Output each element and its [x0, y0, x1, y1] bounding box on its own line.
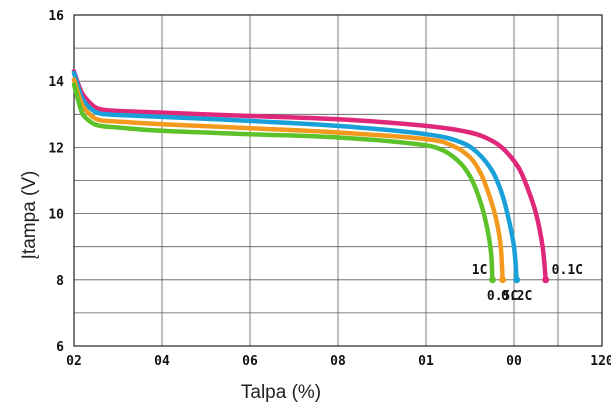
x-tick-label: 01: [418, 354, 434, 369]
x-tick-label: 08: [330, 354, 346, 369]
y-tick-label: 6: [56, 340, 64, 355]
x-tick-label: 02: [66, 354, 82, 369]
series-line-1C: [71, 82, 495, 283]
y-tick-label: 16: [48, 9, 64, 24]
series-end-marker-0.1C: [542, 276, 550, 284]
series-end-marker-0.2C: [513, 276, 521, 284]
series-line-0.2C: [71, 70, 519, 283]
series-group: [71, 69, 550, 284]
series-label: 0.1C: [552, 263, 583, 278]
x-tick-label: 06: [242, 354, 258, 369]
series-end-marker-1C: [488, 276, 496, 284]
grid: [73, 14, 603, 347]
series-labels: 0.1C 0.2C0.5C 1C: [472, 263, 583, 304]
x-tick-label: 04: [154, 354, 170, 369]
x-axis-ticks: 02 04 06 08 01 00 120: [66, 354, 611, 369]
series-line-0.5C: [71, 77, 505, 283]
series-label: 1C: [472, 263, 488, 278]
series-line-0.1C: [71, 69, 548, 283]
y-axis-ticks: 6 8 10 12 14 16: [48, 9, 64, 355]
series-label: 0.5C: [487, 289, 518, 304]
x-axis-title: Talpa (%): [241, 382, 321, 403]
x-tick-label: 120: [590, 354, 611, 369]
y-axis-title: Įtampa (V): [19, 171, 40, 260]
y-tick-label: 12: [48, 141, 64, 156]
series-label: 0.2C: [501, 289, 532, 304]
series-end-marker-0.5C: [499, 276, 507, 284]
y-tick-label: 10: [48, 208, 64, 223]
plot-frame: [73, 14, 603, 347]
x-tick-label: 00: [506, 354, 522, 369]
y-tick-label: 8: [56, 274, 64, 289]
y-tick-label: 14: [48, 75, 64, 90]
